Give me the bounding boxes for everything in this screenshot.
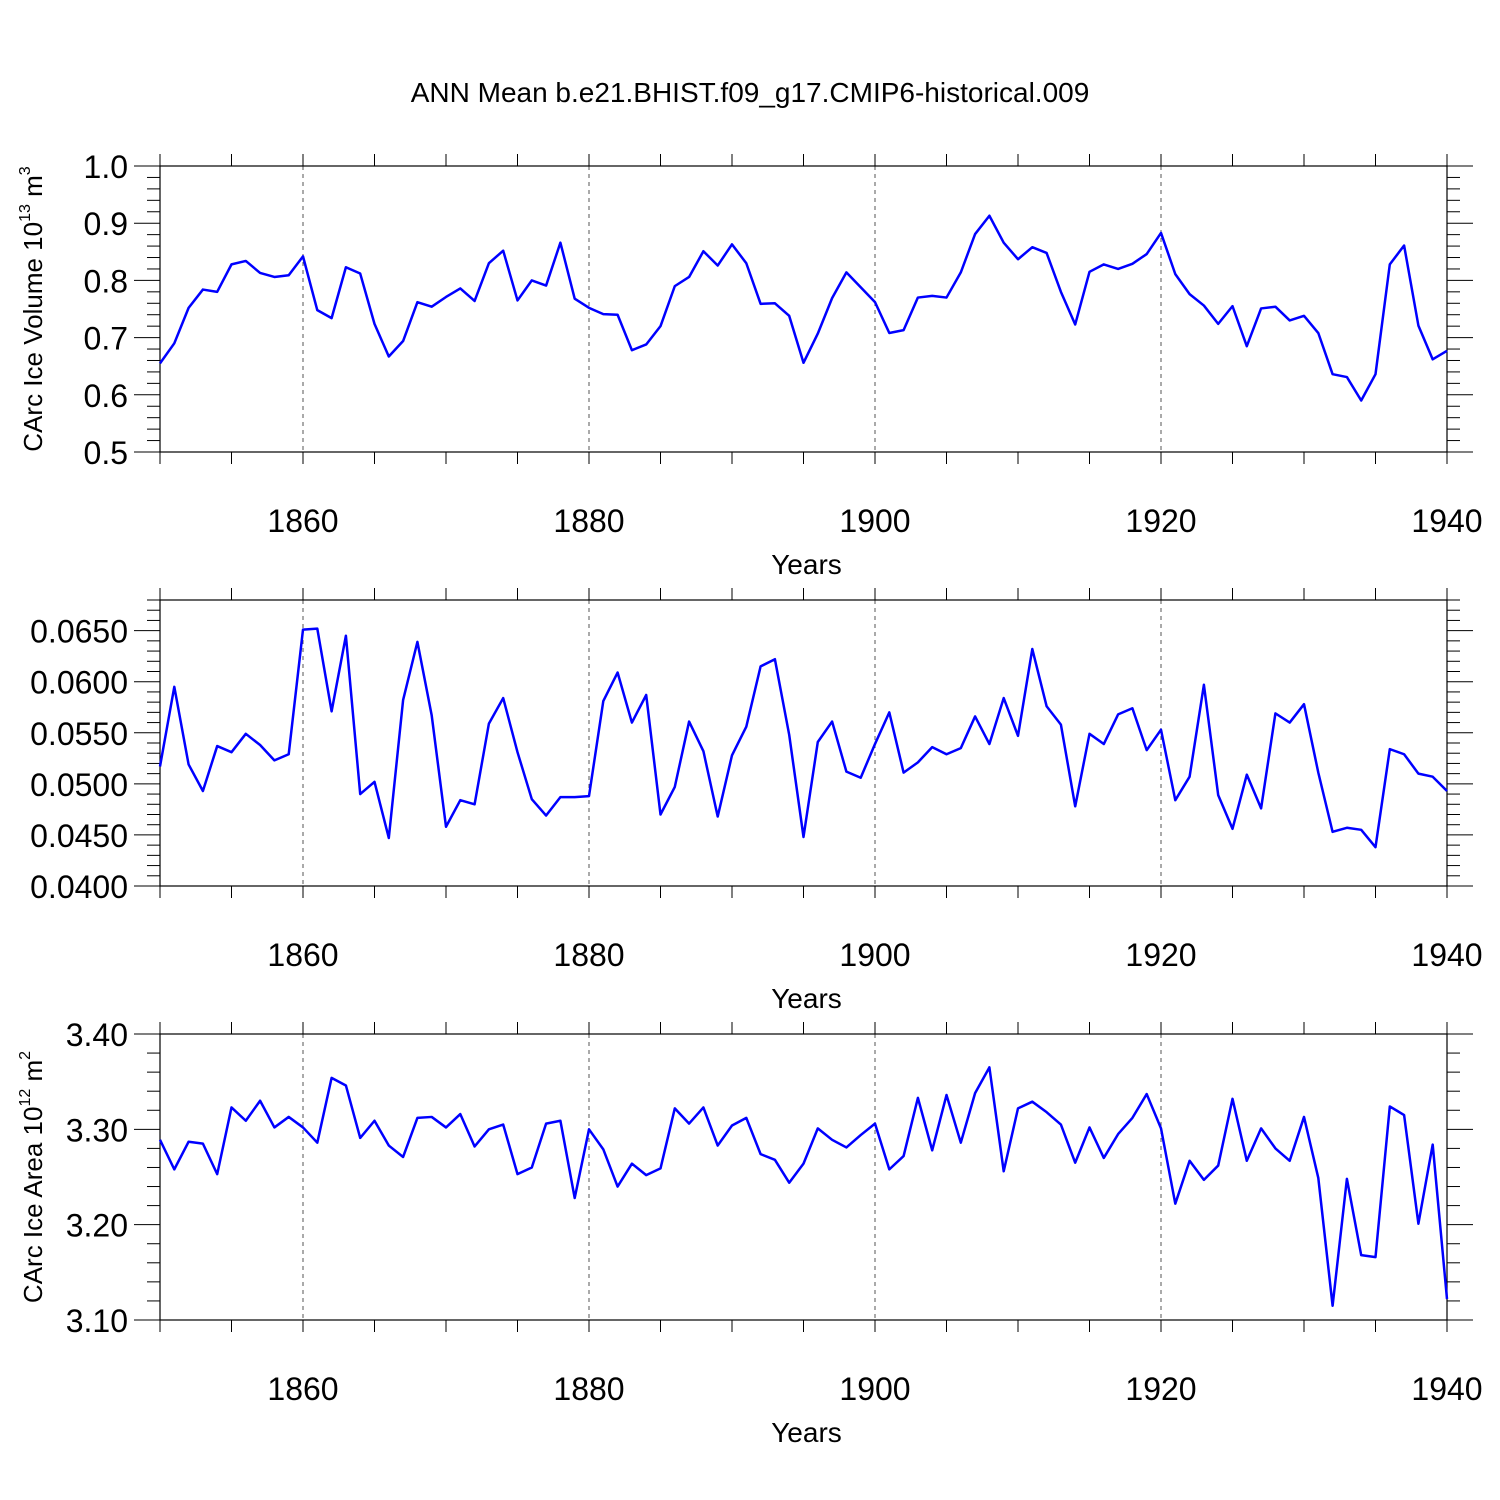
y-tick-label: 1.0 bbox=[84, 149, 128, 185]
y-axis-label: CArc Ice Volume 1013 m3 bbox=[17, 166, 48, 451]
y-tick-label: 0.5 bbox=[84, 435, 128, 471]
y-tick-label: 0.0550 bbox=[30, 716, 128, 752]
y-tick-label: 3.30 bbox=[66, 1112, 128, 1148]
series-line bbox=[158, 1066, 1449, 1307]
y-tick-label: 0.8 bbox=[84, 263, 128, 299]
series-line bbox=[158, 214, 1448, 402]
y-tick-label: 0.0400 bbox=[30, 869, 128, 905]
panel-1: 1860 1880 1900 1920 1940 0.5 0.6 0.7 0.8 0.9 1.0 Ye… bbox=[17, 149, 1483, 580]
x-tick-label: 1860 bbox=[267, 937, 338, 973]
series-line bbox=[158, 627, 1448, 849]
y-tick-label: 0.6 bbox=[84, 378, 128, 414]
y-axis-label-superscript: 2 bbox=[17, 1051, 34, 1060]
x-tick-label: 1940 bbox=[1411, 937, 1482, 973]
x-axis-label: Years bbox=[771, 983, 842, 1014]
y-tick-label: 0.0500 bbox=[30, 767, 128, 803]
panel-3: 1860 1880 1900 1920 1940 3.10 3.20 3.30 3.40 Year… bbox=[17, 1017, 1483, 1448]
x-tick-label: 1920 bbox=[1125, 503, 1196, 539]
x-tick-label: 1920 bbox=[1125, 937, 1196, 973]
x-tick-label: 1860 bbox=[267, 503, 338, 539]
y-tick-label: 3.40 bbox=[66, 1017, 128, 1053]
x-axis-label: Years bbox=[771, 549, 842, 580]
plot-frame bbox=[159, 1033, 1448, 1321]
y-tick-label: 0.0600 bbox=[30, 665, 128, 701]
y-axis-label-part: CArc Ice Volume 10 bbox=[18, 222, 48, 452]
y-tick-label: 0.9 bbox=[84, 206, 128, 242]
y-axis-label-superscript: 12 bbox=[17, 1089, 34, 1107]
x-tick-label: 1900 bbox=[839, 503, 910, 539]
y-axis-label-part: CArc Ice Area 10 bbox=[18, 1107, 48, 1304]
x-tick-label: 1880 bbox=[553, 503, 624, 539]
plot-frame bbox=[159, 165, 1448, 453]
y-axis-label-superscript: 13 bbox=[17, 204, 34, 222]
panel-2: 1860 1880 1900 1920 1940 0.0400 0.0450 0.0500 0.… bbox=[30, 588, 1483, 1014]
x-tick-label: 1940 bbox=[1411, 503, 1482, 539]
x-tick-label: 1920 bbox=[1125, 1371, 1196, 1407]
x-tick-label: 1880 bbox=[553, 1371, 624, 1407]
x-axis-label: Years bbox=[771, 1417, 842, 1448]
y-axis-label-part: m bbox=[18, 1060, 48, 1089]
y-axis-label: CArc Ice Area 1012 m2 bbox=[17, 1051, 48, 1303]
plot-frame bbox=[159, 599, 1448, 887]
x-tick-label: 1860 bbox=[267, 1371, 338, 1407]
x-tick-label: 1880 bbox=[553, 937, 624, 973]
y-axis-label-part: m bbox=[18, 175, 48, 204]
chart-title: ANN Mean b.e21.BHIST.f09_g17.CMIP6-histo… bbox=[411, 77, 1090, 108]
x-tick-label: 1900 bbox=[839, 937, 910, 973]
y-tick-label: 3.20 bbox=[66, 1208, 128, 1244]
y-tick-label: 0.0450 bbox=[30, 818, 128, 854]
x-tick-label: 1900 bbox=[839, 1371, 910, 1407]
y-tick-label: 0.7 bbox=[84, 321, 128, 357]
y-axis-label-superscript: 3 bbox=[17, 166, 34, 175]
y-tick-label: 0.0650 bbox=[30, 614, 128, 650]
y-tick-label: 3.10 bbox=[66, 1303, 128, 1339]
x-tick-label: 1940 bbox=[1411, 1371, 1482, 1407]
